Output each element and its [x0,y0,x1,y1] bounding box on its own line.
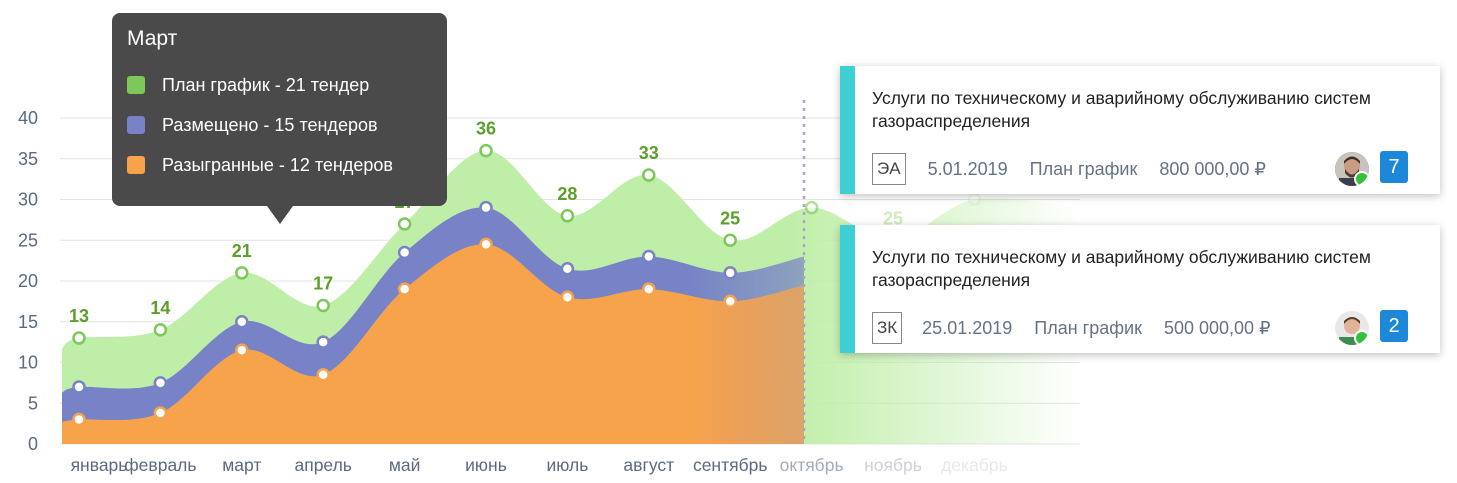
procedure-code-badge: ЭА [872,153,906,185]
y-axis: 0 5 10 15 20 25 30 35 40 [18,108,38,454]
data-point[interactable] [397,282,412,296]
x-tick-label: апрель [294,455,351,475]
data-point[interactable] [560,262,575,276]
online-status-icon [1354,171,1369,186]
data-label: 25 [883,208,903,228]
tender-status: План график [1034,317,1142,338]
tooltip-row-label: Размещено - 15 тендеров [162,114,378,135]
data-point[interactable] [479,200,493,215]
x-tick-label: июль [546,455,588,475]
data-point[interactable] [235,343,249,358]
tender-status: План график [1029,158,1138,179]
data-point[interactable] [479,237,493,252]
data-point[interactable] [397,217,412,231]
data-point[interactable] [723,266,737,280]
data-point[interactable] [642,168,656,182]
x-tick-label: март [222,455,261,475]
x-tick-label: август [623,455,674,475]
data-label: 14 [150,298,170,318]
tooltip-row: План график - 21 тендер [127,65,432,105]
tender-amount: 800 000,00 ₽ [1159,158,1266,179]
data-point[interactable] [153,323,168,337]
avatar[interactable] [1335,152,1369,186]
tooltip-row-label: План график - 21 тендер [162,74,370,95]
online-status-icon [1354,330,1369,345]
data-point[interactable] [479,143,493,158]
tooltip-row: Размещено - 15 тендеров [127,105,432,145]
data-point[interactable] [397,245,412,260]
data-point[interactable] [723,294,737,309]
count-badge[interactable]: 2 [1380,310,1408,342]
data-point[interactable] [235,315,249,329]
tender-date: 5.01.2019 [927,158,1008,179]
data-point[interactable] [153,406,168,420]
avatar[interactable] [1335,311,1369,345]
data-label: 33 [639,143,659,163]
data-point[interactable] [153,376,168,390]
data-point[interactable] [804,200,819,215]
data-point[interactable] [235,266,249,280]
x-tick-label: май [389,455,421,475]
tender-meta: ЗК 25.01.2019 План график 500 000,00 ₽ [872,311,1422,345]
x-tick-label: июнь [465,455,507,475]
tooltip-title: Март [127,27,178,50]
tender-card[interactable]: Услуги по техническому и аварийному обсл… [840,225,1440,353]
data-point[interactable] [560,209,575,223]
data-point[interactable] [642,282,656,296]
y-tick-label: 0 [28,434,38,454]
data-label: 13 [69,306,89,326]
tender-card[interactable]: Услуги по техническому и аварийному обсл… [840,66,1440,194]
data-label: 36 [476,119,496,139]
tender-date: 25.01.2019 [922,317,1013,338]
procedure-code-badge: ЗК [872,312,903,344]
data-label: 17 [313,273,333,293]
x-tick-label: октябрь [780,455,844,475]
y-tick-label: 30 [18,190,38,210]
data-label: 21 [232,241,252,261]
data-point[interactable] [723,233,737,247]
legend-swatch-placed [127,116,145,134]
tender-title[interactable]: Услуги по техническому и аварийному обсл… [872,247,1371,290]
y-tick-label: 25 [18,230,38,250]
x-tick-label: сентябрь [693,455,768,475]
area-played [62,244,804,444]
data-point[interactable] [967,192,982,207]
data-label: 25 [720,208,740,228]
tooltip: Март План график - 21 тендер Размещено -… [112,13,447,224]
y-tick-label: 5 [28,393,38,413]
tender-meta: ЭА 5.01.2019 План график 800 000,00 ₽ [872,152,1422,186]
tender-title[interactable]: Услуги по техническому и аварийному обсл… [872,88,1371,131]
data-point[interactable] [316,298,330,313]
legend-swatch-played [127,156,145,174]
count-badge[interactable]: 7 [1380,151,1408,183]
data-point[interactable] [72,380,86,394]
legend-swatch-plan [127,76,145,94]
data-point[interactable] [72,331,86,345]
y-tick-label: 10 [18,353,38,373]
y-tick-label: 40 [18,108,38,128]
x-tick-label: январь [71,455,128,475]
data-point[interactable] [642,249,656,264]
x-tick-label: ноябрь [864,455,922,475]
data-point[interactable] [560,290,575,305]
tooltip-row: Разыгранные - 12 тендеров [127,145,432,185]
data-point[interactable] [316,335,330,349]
data-point[interactable] [316,367,330,382]
y-tick-label: 15 [18,312,38,332]
data-label: 28 [557,184,577,204]
data-point[interactable] [72,412,86,427]
tooltip-row-label: Разыгранные - 12 тендеров [162,154,393,175]
x-tick-label: декабрь [941,455,1008,475]
y-tick-label: 20 [18,271,38,291]
x-tick-label: февраль [124,455,196,475]
y-tick-label: 35 [18,149,38,169]
data-points [72,143,982,427]
tender-amount: 500 000,00 ₽ [1163,317,1271,338]
